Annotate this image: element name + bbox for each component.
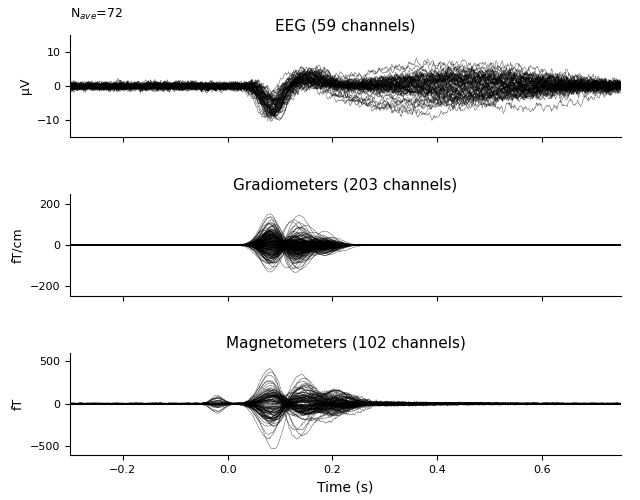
X-axis label: Time (s): Time (s): [317, 480, 374, 494]
Y-axis label: fT: fT: [12, 398, 25, 410]
Title: Gradiometers (203 channels): Gradiometers (203 channels): [234, 178, 458, 192]
Title: EEG (59 channels): EEG (59 channels): [275, 19, 416, 34]
Title: Magnetometers (102 channels): Magnetometers (102 channels): [226, 336, 465, 351]
Y-axis label: μV: μV: [19, 78, 32, 94]
Text: N$_{ave}$=72: N$_{ave}$=72: [70, 8, 123, 22]
Y-axis label: fT/cm: fT/cm: [12, 227, 24, 263]
